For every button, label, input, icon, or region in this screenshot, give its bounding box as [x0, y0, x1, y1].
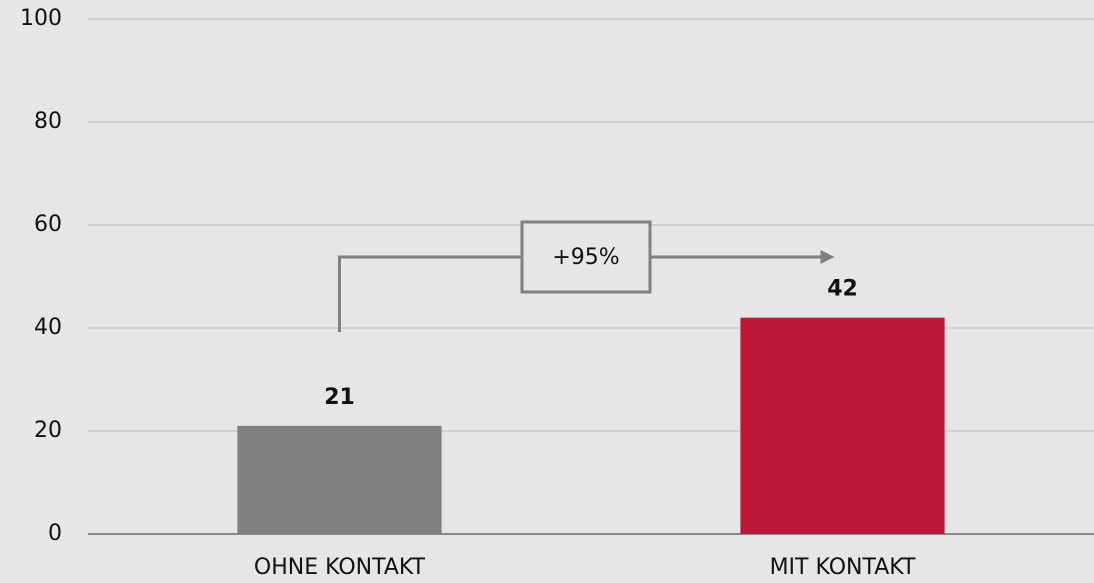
x-tick-label: OHNE KONTAKT: [254, 555, 426, 580]
x-tick-label: MIT KONTAKT: [770, 555, 916, 580]
annotation: +95%: [552, 245, 619, 270]
annotation-box: [520, 220, 652, 294]
y-tick-label: 100: [20, 6, 62, 31]
value-label: 42: [827, 277, 858, 302]
bar: [237, 425, 442, 534]
y-tick-label: 80: [34, 109, 62, 134]
bar: [740, 317, 945, 534]
y-tick-label: 60: [34, 212, 62, 237]
arrow-head: [820, 250, 835, 264]
y-tick-label: 40: [34, 315, 62, 340]
value-label: 21: [324, 385, 355, 410]
y-tick-label: 0: [48, 521, 62, 546]
annotation-arrow: [338, 255, 823, 332]
y-tick-label: 20: [34, 418, 62, 443]
